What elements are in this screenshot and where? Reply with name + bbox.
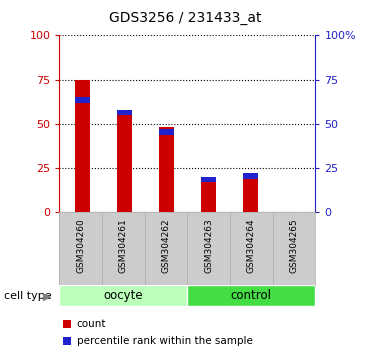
Text: ▶: ▶ (43, 291, 51, 301)
Text: count: count (77, 319, 106, 329)
Bar (201, 177, 216, 182)
Bar (117, 110, 132, 115)
Bar (187, 285, 315, 306)
Bar (243, 173, 257, 179)
Text: GSM304265: GSM304265 (289, 218, 299, 273)
Bar (117, 115, 132, 212)
Text: GSM304261: GSM304261 (119, 218, 128, 273)
Bar (59, 285, 187, 306)
Bar (75, 80, 90, 212)
Text: GSM304263: GSM304263 (204, 218, 213, 273)
Text: control: control (231, 289, 272, 302)
Bar (159, 129, 174, 135)
Text: GSM304264: GSM304264 (247, 218, 256, 273)
Bar (201, 179, 216, 212)
Text: cell type: cell type (4, 291, 51, 301)
Bar (75, 97, 90, 103)
Bar (285, 212, 300, 218)
Text: oocyte: oocyte (104, 289, 143, 302)
Text: GSM304262: GSM304262 (161, 218, 171, 273)
Text: percentile rank within the sample: percentile rank within the sample (77, 336, 253, 346)
Bar (159, 127, 174, 212)
Text: GSM304260: GSM304260 (76, 218, 85, 273)
Bar (243, 175, 257, 212)
Text: GDS3256 / 231433_at: GDS3256 / 231433_at (109, 11, 262, 25)
